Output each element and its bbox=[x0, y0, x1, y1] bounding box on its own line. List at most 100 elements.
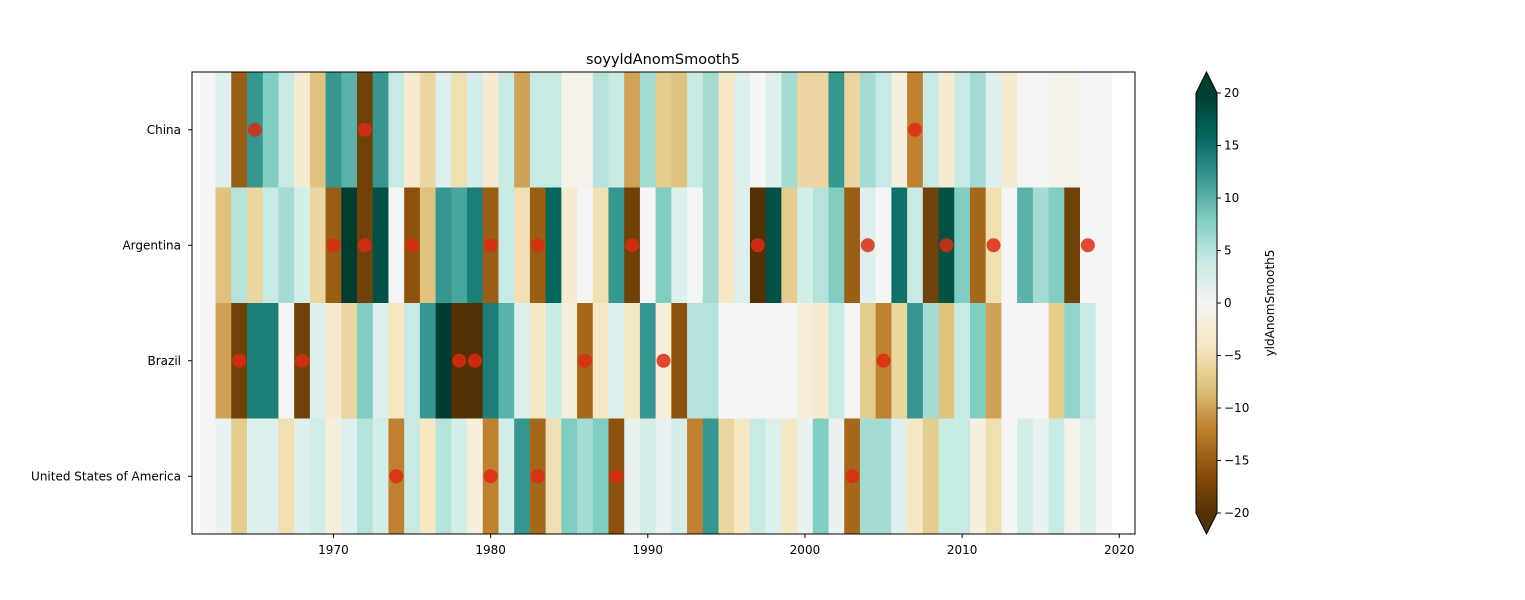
heatmap-cell bbox=[1064, 187, 1081, 304]
heatmap-cell bbox=[875, 418, 892, 535]
heatmap-cell bbox=[199, 303, 216, 419]
heatmap-cell bbox=[372, 303, 389, 419]
event-marker bbox=[656, 353, 671, 368]
heatmap-cell bbox=[781, 187, 798, 304]
heatmap-cell bbox=[529, 303, 547, 419]
heatmap-cell bbox=[231, 72, 248, 188]
heatmap-cell bbox=[341, 303, 358, 419]
heatmap-cell bbox=[294, 72, 311, 188]
heatmap-cell bbox=[797, 187, 814, 304]
heatmap-cell bbox=[325, 72, 342, 188]
heatmap-cell bbox=[592, 187, 609, 304]
heatmap-cell bbox=[844, 187, 861, 304]
heatmap-cell bbox=[1017, 418, 1034, 535]
colorbar: −20 −15 −10 −5 0 5 10 15 20 bbox=[1195, 70, 1249, 536]
heatmap-cell bbox=[922, 187, 939, 304]
heatmap-cell bbox=[1048, 303, 1065, 419]
heatmap-cell bbox=[419, 187, 437, 304]
heatmap-cell bbox=[498, 418, 515, 535]
heatmap-cell bbox=[702, 303, 719, 419]
heatmap-cell bbox=[765, 418, 782, 535]
x-tick-label: 2020 bbox=[1104, 543, 1135, 557]
heatmap-cell bbox=[577, 187, 594, 304]
event-marker bbox=[467, 353, 482, 368]
event-marker bbox=[295, 353, 310, 368]
event-marker bbox=[860, 238, 875, 253]
colorbar-extend-min bbox=[1196, 513, 1217, 534]
heatmap-cell bbox=[247, 303, 264, 419]
heatmap-cell bbox=[278, 187, 295, 304]
heatmap-cell bbox=[545, 187, 562, 304]
heatmap-cell bbox=[561, 303, 578, 419]
y-tick-label: Argentina bbox=[122, 238, 181, 252]
event-marker bbox=[845, 469, 860, 484]
heatmap-cell bbox=[262, 187, 279, 304]
heatmap-cell bbox=[309, 303, 326, 419]
heatmap-cell bbox=[498, 303, 515, 419]
event-marker bbox=[609, 469, 624, 484]
heatmap-cell bbox=[1017, 303, 1034, 419]
heatmap-cell bbox=[388, 303, 405, 419]
heatmap-cell bbox=[969, 187, 987, 304]
heatmap-cell bbox=[734, 418, 751, 535]
heatmap-cell bbox=[734, 187, 751, 304]
heatmap-cell bbox=[262, 418, 279, 535]
heatmap-cell bbox=[891, 187, 908, 304]
heatmap-cell bbox=[592, 303, 609, 419]
heatmap-cell bbox=[749, 72, 767, 188]
heatmap-cell bbox=[938, 303, 955, 419]
heatmap-cell bbox=[1079, 72, 1097, 188]
heatmap-cell bbox=[199, 187, 216, 304]
heatmap-cell bbox=[875, 187, 892, 304]
heatmap-cell bbox=[467, 72, 484, 188]
colorbar-tick-label: 15 bbox=[1224, 139, 1239, 153]
heatmap-cell bbox=[702, 187, 719, 304]
heatmap-cell bbox=[325, 418, 342, 535]
event-marker bbox=[939, 238, 954, 253]
colorbar-tick-label: 10 bbox=[1224, 191, 1239, 205]
heatmap-cell bbox=[907, 187, 924, 304]
event-marker bbox=[577, 353, 592, 368]
heatmap-cell bbox=[482, 72, 499, 188]
heatmap-cell bbox=[639, 187, 657, 304]
heatmap-cell bbox=[985, 72, 1002, 188]
event-marker bbox=[483, 238, 498, 253]
heatmap-cell bbox=[215, 418, 232, 535]
heatmap-cell bbox=[608, 187, 625, 304]
heatmap-cell bbox=[435, 303, 452, 419]
heatmap-cell bbox=[1032, 418, 1049, 535]
y-tick-label: Brazil bbox=[148, 354, 182, 368]
heatmap-cell bbox=[718, 187, 735, 304]
heatmap-cell bbox=[922, 72, 939, 188]
x-tick-label: 1990 bbox=[633, 543, 664, 557]
heatmap-cell bbox=[639, 303, 657, 419]
event-marker bbox=[907, 122, 922, 137]
heatmap-cell bbox=[309, 418, 326, 535]
heatmap-cell bbox=[922, 418, 939, 535]
heatmap-cell bbox=[828, 72, 845, 188]
heatmap-cell bbox=[309, 187, 326, 304]
heatmap-cell bbox=[954, 418, 971, 535]
heatmap-cell bbox=[624, 72, 641, 188]
heatmap-cell bbox=[231, 187, 248, 304]
heatmap-cell bbox=[404, 418, 421, 535]
event-marker bbox=[750, 238, 765, 253]
heatmap-cell bbox=[1001, 72, 1018, 188]
colorbar-tick-label: −15 bbox=[1224, 454, 1249, 468]
heatmap-cell bbox=[922, 303, 939, 419]
heatmap-cell bbox=[969, 303, 987, 419]
colorbar-tick-label: −10 bbox=[1224, 401, 1249, 415]
heatmap-cell bbox=[734, 303, 751, 419]
heatmap-cell bbox=[419, 303, 437, 419]
heatmap-cell bbox=[278, 418, 295, 535]
heatmap-cell bbox=[247, 418, 264, 535]
heatmap-cell bbox=[954, 303, 971, 419]
heatmap-cell bbox=[938, 72, 955, 188]
heatmap-cell bbox=[577, 72, 594, 188]
event-marker bbox=[326, 238, 341, 253]
heatmap-cell bbox=[718, 418, 735, 535]
heatmap-cell bbox=[655, 418, 672, 535]
heatmap-cell bbox=[341, 187, 358, 304]
event-marker bbox=[232, 353, 247, 368]
